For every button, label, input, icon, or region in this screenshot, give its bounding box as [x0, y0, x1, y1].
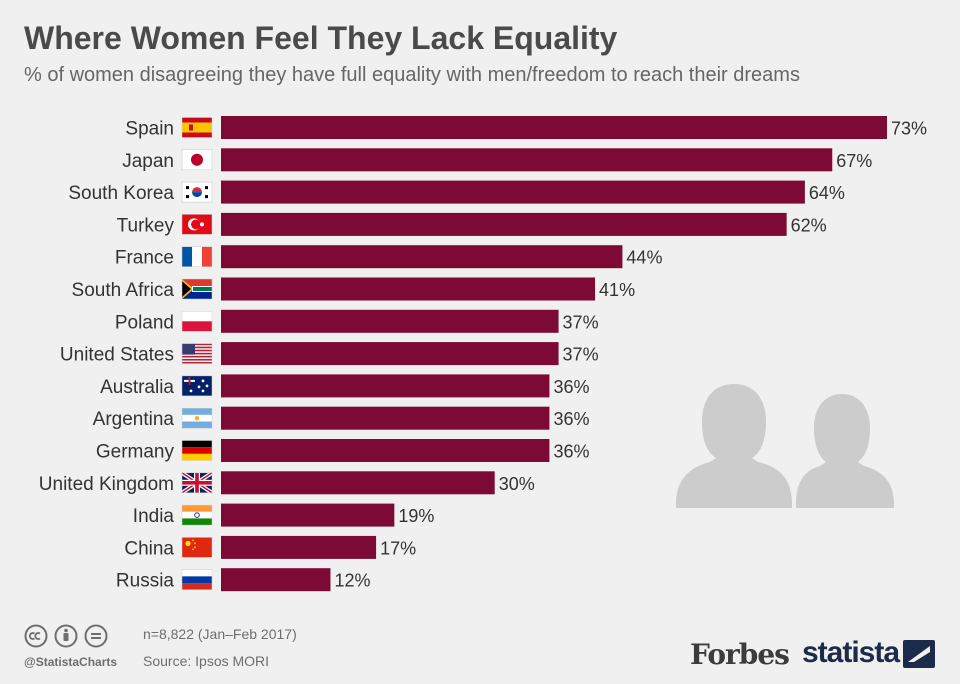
forbes-logo: Forbes [690, 638, 790, 671]
south-korea-flag-icon [181, 181, 213, 203]
country-label-turkey: Turkey [117, 215, 175, 236]
country-label-south-korea: South Korea [68, 183, 174, 204]
bar-poland [221, 309, 559, 333]
bar-united-states [221, 342, 559, 366]
japan-flag-icon [181, 149, 213, 171]
bar-france [221, 245, 623, 269]
value-label-south-korea: 64% [809, 183, 845, 203]
south-africa-flag-icon [181, 278, 213, 300]
australia-flag-icon [181, 375, 213, 397]
bar-argentina [221, 406, 550, 430]
value-label-china: 17% [380, 538, 416, 558]
bar-turkey [221, 212, 787, 236]
country-label-germany: Germany [96, 442, 175, 463]
russia-flag-icon [181, 569, 213, 590]
chart-title: Where Women Feel They Lack Equality [24, 20, 618, 56]
argentina-flag-icon [181, 407, 213, 429]
attribution-icon [54, 624, 78, 648]
value-label-australia: 36% [553, 377, 589, 397]
chart-subtitle: % of women disagreeing they have full eq… [24, 64, 800, 86]
spain-flag-icon [181, 117, 213, 138]
bar-japan [221, 148, 833, 172]
bar-india [221, 503, 395, 527]
poland-flag-icon [181, 311, 213, 332]
creative-commons-icon [24, 624, 48, 648]
country-label-russia: Russia [116, 571, 175, 592]
value-label-south-africa: 41% [599, 280, 635, 300]
germany-flag-icon [181, 440, 213, 461]
source-note: Source: Ipsos MORI [143, 653, 270, 669]
country-label-poland: Poland [115, 312, 174, 333]
bar-spain [221, 116, 887, 139]
country-label-india: India [133, 506, 175, 527]
country-label-china: China [124, 538, 174, 559]
sample-note: n=8,822 (Jan–Feb 2017) [143, 626, 297, 642]
license-icons [24, 624, 108, 648]
value-label-turkey: 62% [791, 215, 827, 235]
statista-logo: statista [802, 636, 900, 669]
country-label-australia: Australia [100, 377, 174, 398]
value-label-russia: 12% [334, 571, 370, 591]
statista-handle: @StatistaCharts [24, 655, 118, 669]
value-label-argentina: 36% [553, 409, 589, 429]
country-label-united-kingdom: United Kingdom [39, 474, 174, 495]
value-label-india: 19% [398, 506, 434, 526]
china-flag-icon [181, 537, 213, 558]
india-flag-icon [181, 504, 213, 526]
no-derivatives-icon [84, 624, 108, 648]
value-label-japan: 67% [836, 151, 872, 171]
turkey-flag-icon [181, 214, 213, 235]
statista-logo-icon [903, 640, 935, 668]
country-label-france: France [115, 248, 174, 269]
bar-china [221, 535, 377, 559]
women-silhouette-icon [676, 384, 894, 508]
value-label-france: 44% [626, 248, 662, 268]
country-label-japan: Japan [122, 151, 174, 172]
bar-south-korea [221, 180, 805, 204]
france-flag-icon [181, 246, 213, 267]
bar-south-africa [221, 277, 596, 301]
country-label-south-africa: South Africa [72, 280, 175, 301]
bar-germany [221, 439, 550, 462]
united-kingdom-flag-icon [180, 471, 214, 495]
bar-australia [221, 374, 550, 398]
value-label-united-states: 37% [563, 345, 599, 365]
value-label-germany: 36% [553, 442, 589, 462]
bar-united-kingdom [221, 471, 495, 495]
bar-russia [221, 568, 331, 592]
value-label-poland: 37% [563, 312, 599, 332]
country-label-argentina: Argentina [93, 409, 175, 430]
united-states-flag-icon [181, 343, 213, 364]
country-label-spain: Spain [125, 119, 174, 140]
country-label-united-states: United States [60, 345, 174, 366]
value-label-united-kingdom: 30% [499, 474, 535, 494]
value-label-spain: 73% [891, 119, 927, 139]
